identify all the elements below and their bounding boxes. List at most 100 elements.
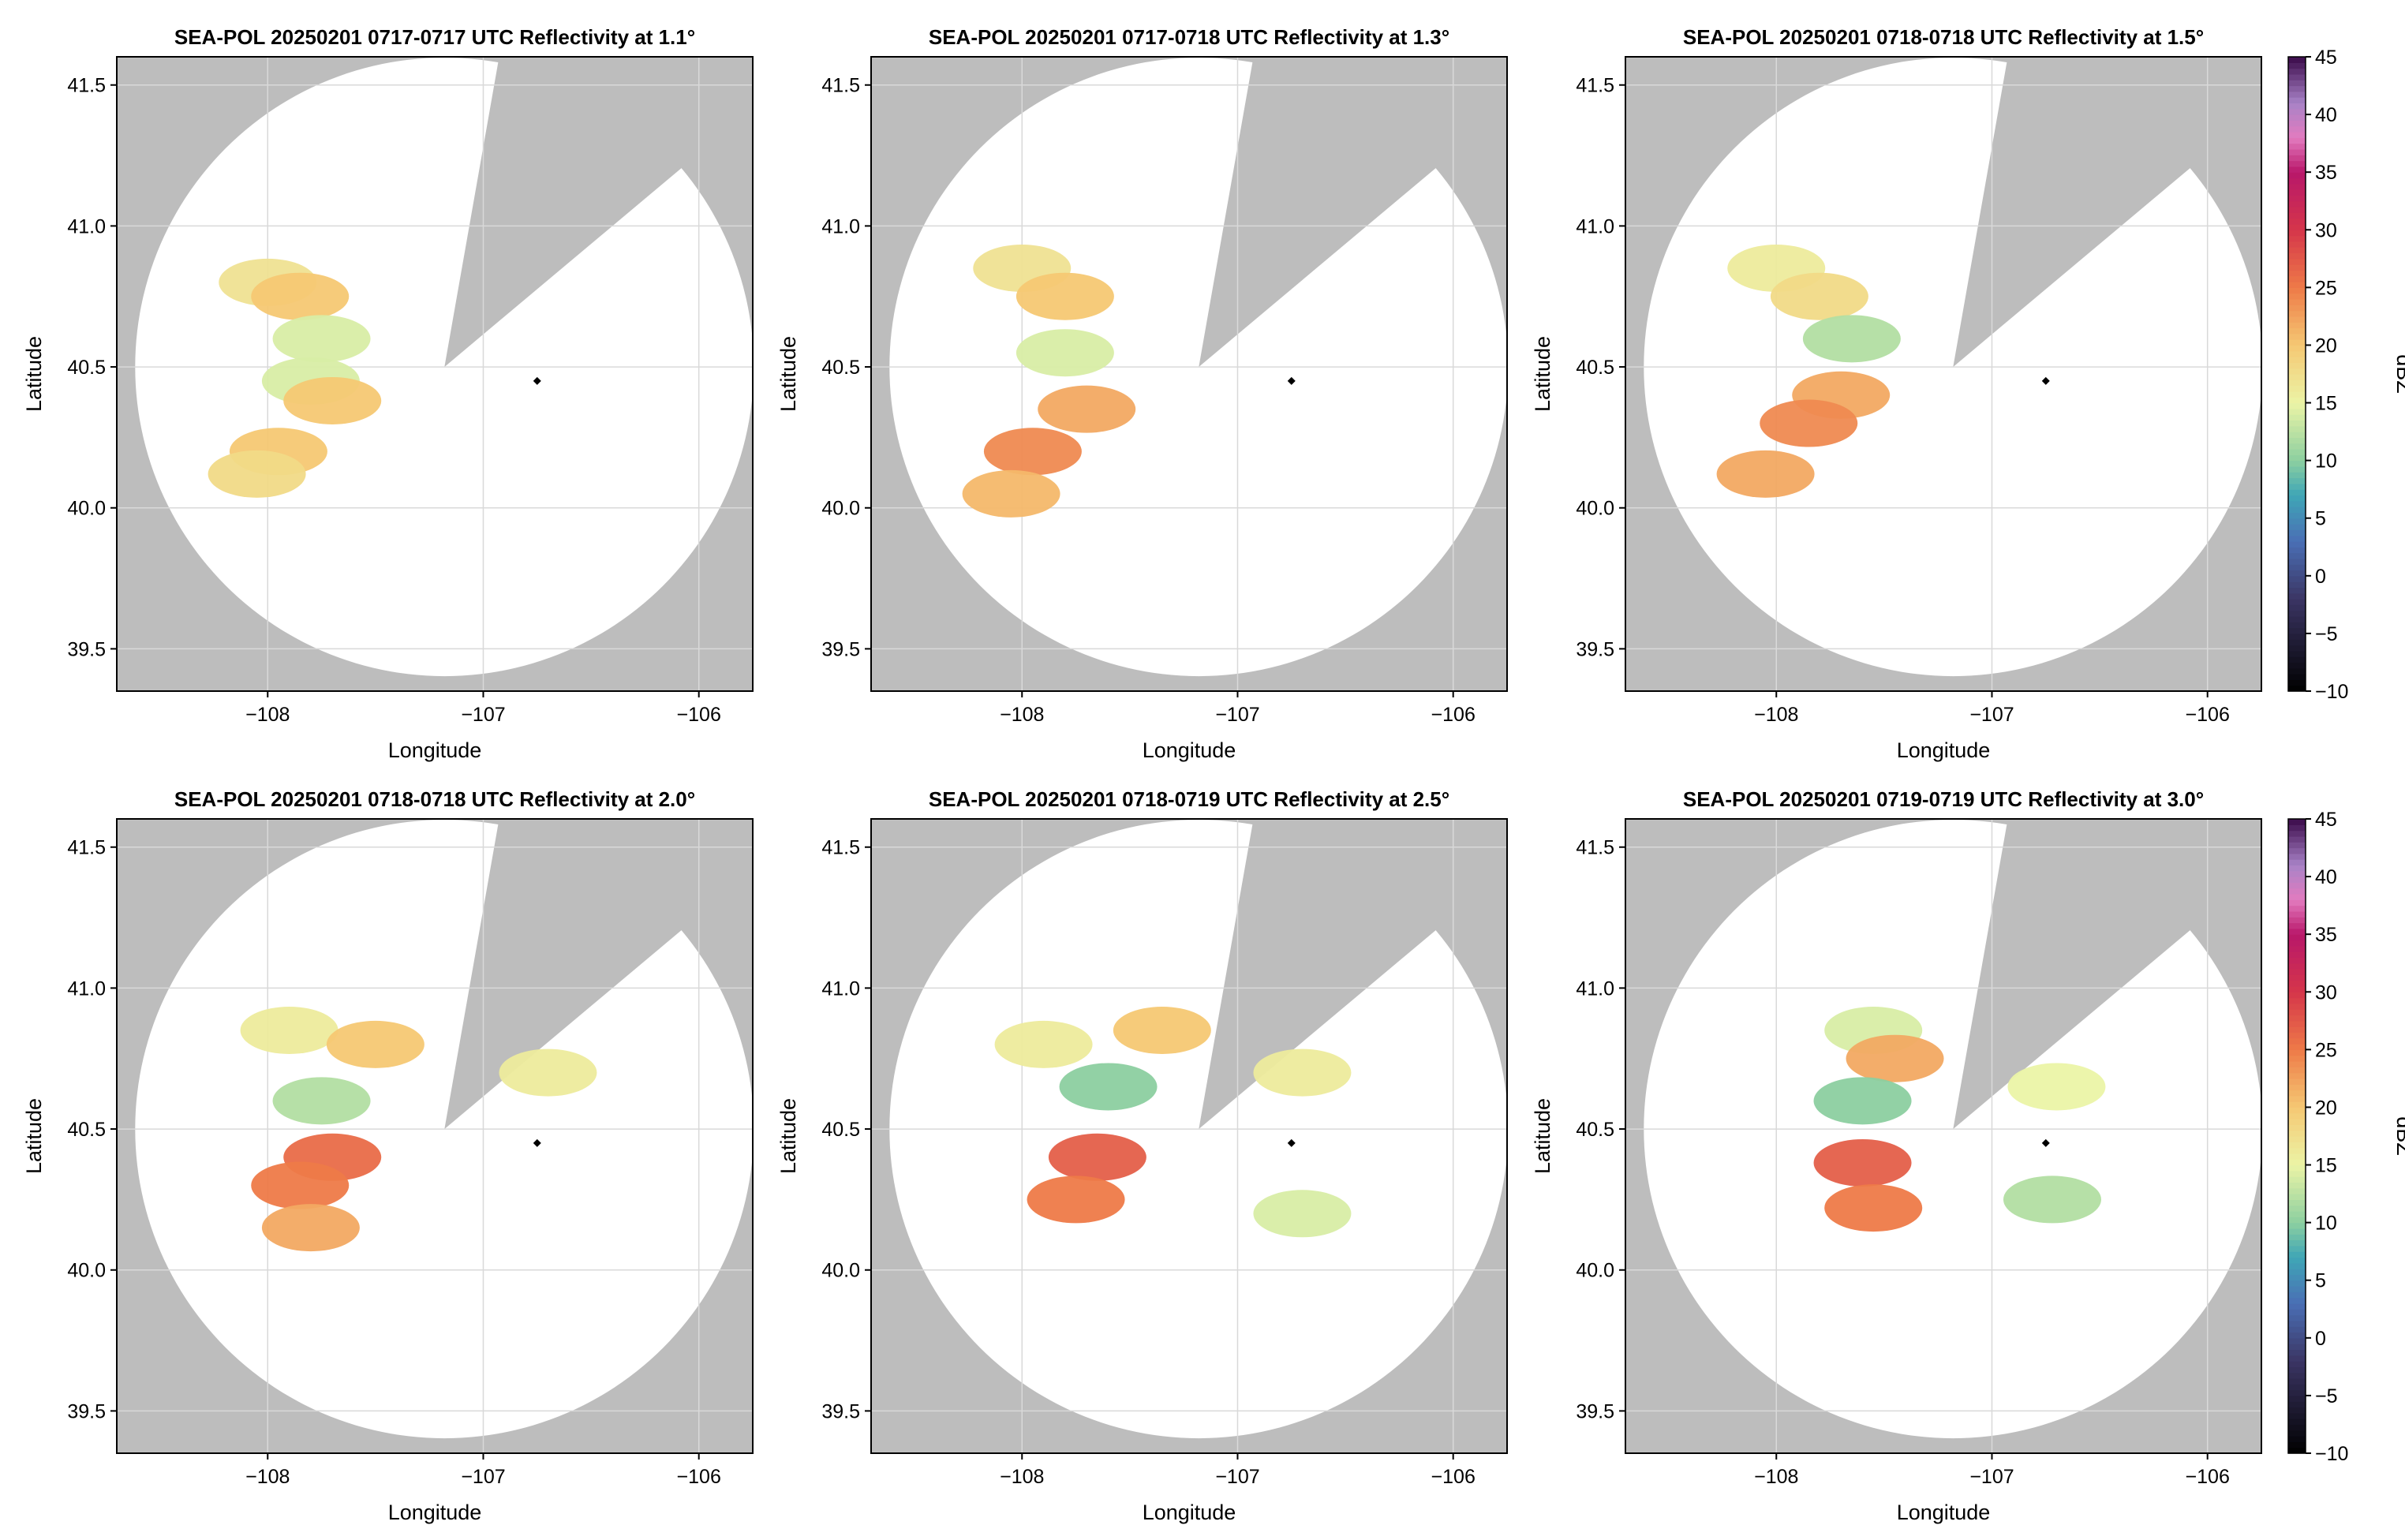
- colorbar-swatch: [2288, 824, 2306, 832]
- colorbar-swatch: [2288, 1377, 2306, 1385]
- colorbar-swatch: [2288, 183, 2306, 190]
- x-axis-label: Longitude: [1143, 738, 1236, 762]
- panel-title: SEA-POL 20250201 0718-0718 UTC Reflectiv…: [1683, 25, 2204, 49]
- axes-frame: [870, 56, 1508, 692]
- echo-layer: [962, 245, 1136, 518]
- colorbar-swatch: [2288, 85, 2306, 92]
- colorbar-swatch: [2288, 1009, 2306, 1016]
- colorbar-swatch: [2288, 80, 2306, 87]
- radar-site-marker: [2041, 376, 2050, 385]
- colorbar-swatch: [2288, 460, 2306, 467]
- colorbar-swatch: [2288, 610, 2306, 617]
- colorbar-swatch: [2288, 432, 2306, 438]
- colorbar-swatch: [2288, 1430, 2306, 1437]
- colorbar-swatch: [2288, 1395, 2306, 1402]
- colorbar-swatch: [2288, 592, 2306, 600]
- colorbar-swatch: [2288, 333, 2306, 340]
- colorbar-tick-label: 15: [2315, 1155, 2337, 1177]
- colorbar-swatch: [2288, 1037, 2306, 1045]
- y-tick-label: 41.5: [1576, 837, 1614, 859]
- colorbar-swatch: [2288, 819, 2306, 825]
- colorbar-swatch: [2288, 293, 2306, 300]
- colorbar-swatch: [2288, 1130, 2306, 1137]
- colorbar-swatch: [2288, 477, 2306, 484]
- colorbar-swatch: [2288, 985, 2306, 992]
- echo-cell: [251, 272, 350, 320]
- y-axis-label: Latitude: [776, 336, 800, 412]
- y-tick-label: 40.0: [821, 1260, 860, 1282]
- colorbar-swatch: [2288, 1412, 2306, 1419]
- grid: [1625, 57, 2261, 691]
- echo-cell: [1813, 1077, 1912, 1125]
- colorbar-swatch: [2288, 454, 2306, 462]
- colorbar-swatch: [2288, 1182, 2306, 1189]
- colorbar-swatch: [2288, 368, 2306, 375]
- x-tick-label: −108: [1000, 704, 1044, 726]
- echo-cell: [251, 1161, 350, 1209]
- echo-cell: [1113, 1007, 1211, 1054]
- colorbar-tick-label: 10: [2315, 1213, 2337, 1235]
- colorbar-label: dBZ: [2392, 354, 2405, 394]
- colorbar-swatch: [2288, 230, 2306, 237]
- echo-cell: [1770, 272, 1868, 320]
- colorbar-swatch: [2288, 1337, 2306, 1344]
- colorbar-tick-label: 0: [2315, 566, 2326, 588]
- radar-site-marker: [533, 1138, 541, 1147]
- colorbar-swatch: [2288, 512, 2306, 519]
- x-tick-label: −107: [461, 1466, 505, 1488]
- colorbar-swatch: [2288, 992, 2306, 999]
- y-axis-label: Latitude: [776, 1098, 800, 1174]
- y-tick-label: 39.5: [1576, 638, 1614, 660]
- colorbar-swatch: [2288, 495, 2306, 502]
- grid: [1625, 819, 2261, 1453]
- axes-frame: [1625, 56, 2262, 692]
- y-tick-label: 41.5: [821, 75, 860, 97]
- colorbar-swatch: [2288, 1026, 2306, 1034]
- colorbar-swatch: [2288, 397, 2306, 404]
- colorbar-swatch: [2288, 650, 2306, 657]
- colorbar-swatch: [2288, 91, 2306, 98]
- colorbar-swatch: [2288, 1447, 2306, 1454]
- colorbar-swatch: [2288, 847, 2306, 854]
- colorbar-tick-label: 35: [2315, 162, 2337, 184]
- colorbar-swatch: [2288, 1228, 2306, 1235]
- colorbar-swatch: [2288, 529, 2306, 536]
- colorbar-swatch: [2288, 483, 2306, 490]
- colorbar-swatch: [2288, 73, 2306, 80]
- colorbar-swatch: [2288, 1044, 2306, 1050]
- x-tick-label: −107: [461, 704, 505, 726]
- colorbar-swatch: [2288, 1419, 2306, 1426]
- colorbar-swatch: [2288, 1060, 2306, 1067]
- x-tick-label: −108: [245, 704, 290, 726]
- radar-site-marker: [1287, 1138, 1296, 1147]
- colorbar-swatch: [2288, 1205, 2306, 1212]
- grid: [117, 57, 753, 691]
- colorbar-frame: [2287, 818, 2306, 1454]
- echo-cell: [208, 450, 306, 498]
- x-tick-label: −106: [2186, 704, 2230, 726]
- colorbar-swatch: [2288, 685, 2306, 692]
- colorbar-swatch: [2288, 195, 2306, 202]
- echo-cell: [1059, 1063, 1158, 1111]
- colorbar-swatch: [2288, 870, 2306, 877]
- colorbar-swatch: [2288, 1314, 2306, 1321]
- colorbar-swatch: [2288, 945, 2306, 952]
- colorbar-swatch: [2288, 1159, 2306, 1166]
- colorbar-swatch: [2288, 506, 2306, 514]
- colorbar-swatch: [2288, 1297, 2306, 1304]
- colorbar-swatch: [2288, 1170, 2306, 1177]
- colorbar-swatch: [2288, 305, 2306, 312]
- colorbar-swatch: [2288, 1222, 2306, 1229]
- x-axis-label: Longitude: [1897, 738, 1991, 762]
- colorbar-swatch: [2288, 917, 2306, 924]
- colorbar-swatch: [2288, 1239, 2306, 1247]
- colorbar-swatch: [2288, 922, 2306, 929]
- echo-cell: [1813, 1138, 1912, 1187]
- colorbar-swatch: [2288, 615, 2306, 622]
- echo-cell: [983, 428, 1082, 476]
- colorbar-swatch: [2288, 200, 2306, 207]
- panel-title: SEA-POL 20250201 0718-0719 UTC Reflectiv…: [929, 787, 1449, 811]
- colorbar-swatch: [2288, 859, 2306, 866]
- colorbar-tick-label: 40: [2315, 104, 2337, 126]
- colorbar-swatch: [2288, 282, 2306, 288]
